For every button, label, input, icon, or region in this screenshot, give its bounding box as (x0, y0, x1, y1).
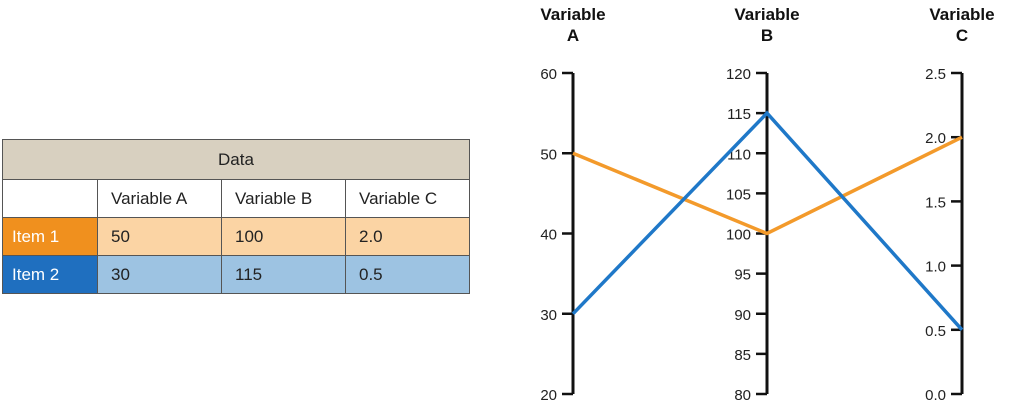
row-label: Item 1 (2, 217, 98, 256)
tick-label: 0.0 (925, 387, 946, 401)
tick-label: 105 (726, 186, 751, 203)
tick-label: 0.5 (925, 323, 946, 340)
tick-label: 2.5 (925, 66, 946, 83)
axis: Variable C 0.0 0.5 1.0 1.5 2.0 2.5 (925, 5, 994, 401)
table-row: Item 1 50 100 2.0 (2, 217, 470, 256)
tick-label: 1.0 (925, 259, 946, 276)
axes: Variable A 20 30 40 50 60 Variable B 80 85 90 95 100 1… (540, 5, 994, 401)
tick-label: 95 (734, 267, 751, 284)
axis-title: A (567, 26, 579, 45)
row-label: Item 2 (2, 255, 98, 294)
series-line (572, 135, 963, 236)
tick-label: 20 (540, 387, 557, 401)
series-line (571, 110, 964, 331)
tick-label: 100 (726, 227, 751, 244)
table-column-header-row: Variable A Variable B Variable C (2, 179, 470, 218)
tick-label: 1.5 (925, 194, 946, 211)
table-cell: 30 (97, 255, 222, 294)
axis: Variable A 20 30 40 50 60 (540, 5, 605, 401)
table-cell: 50 (97, 217, 222, 256)
tick-label: 85 (734, 347, 751, 364)
table-cell: 100 (221, 217, 346, 256)
tick-label: 80 (734, 387, 751, 401)
axis-title: B (761, 26, 773, 45)
axis-title: Variable (540, 5, 605, 24)
axis-title: C (956, 26, 968, 45)
tick-label: 2.0 (925, 130, 946, 147)
table-row: Item 2 30 115 0.5 (2, 255, 470, 294)
series-lines (571, 110, 964, 331)
table-cell: 115 (221, 255, 346, 294)
tick-label: 40 (540, 227, 557, 244)
tick-label: 90 (734, 307, 751, 324)
tick-label: 60 (540, 66, 557, 83)
tick-label: 30 (540, 307, 557, 324)
table-cell: 0.5 (345, 255, 470, 294)
tick-label: 50 (540, 146, 557, 163)
column-header: Variable A (97, 179, 222, 218)
axis-title: Variable (929, 5, 994, 24)
column-header: Variable C (345, 179, 470, 218)
axis-title: Variable (734, 5, 799, 24)
tick-label: 115 (727, 106, 751, 123)
data-table: Data Variable A Variable B Variable C It… (2, 139, 470, 294)
tick-label: 120 (726, 66, 751, 83)
table-cell: 2.0 (345, 217, 470, 256)
